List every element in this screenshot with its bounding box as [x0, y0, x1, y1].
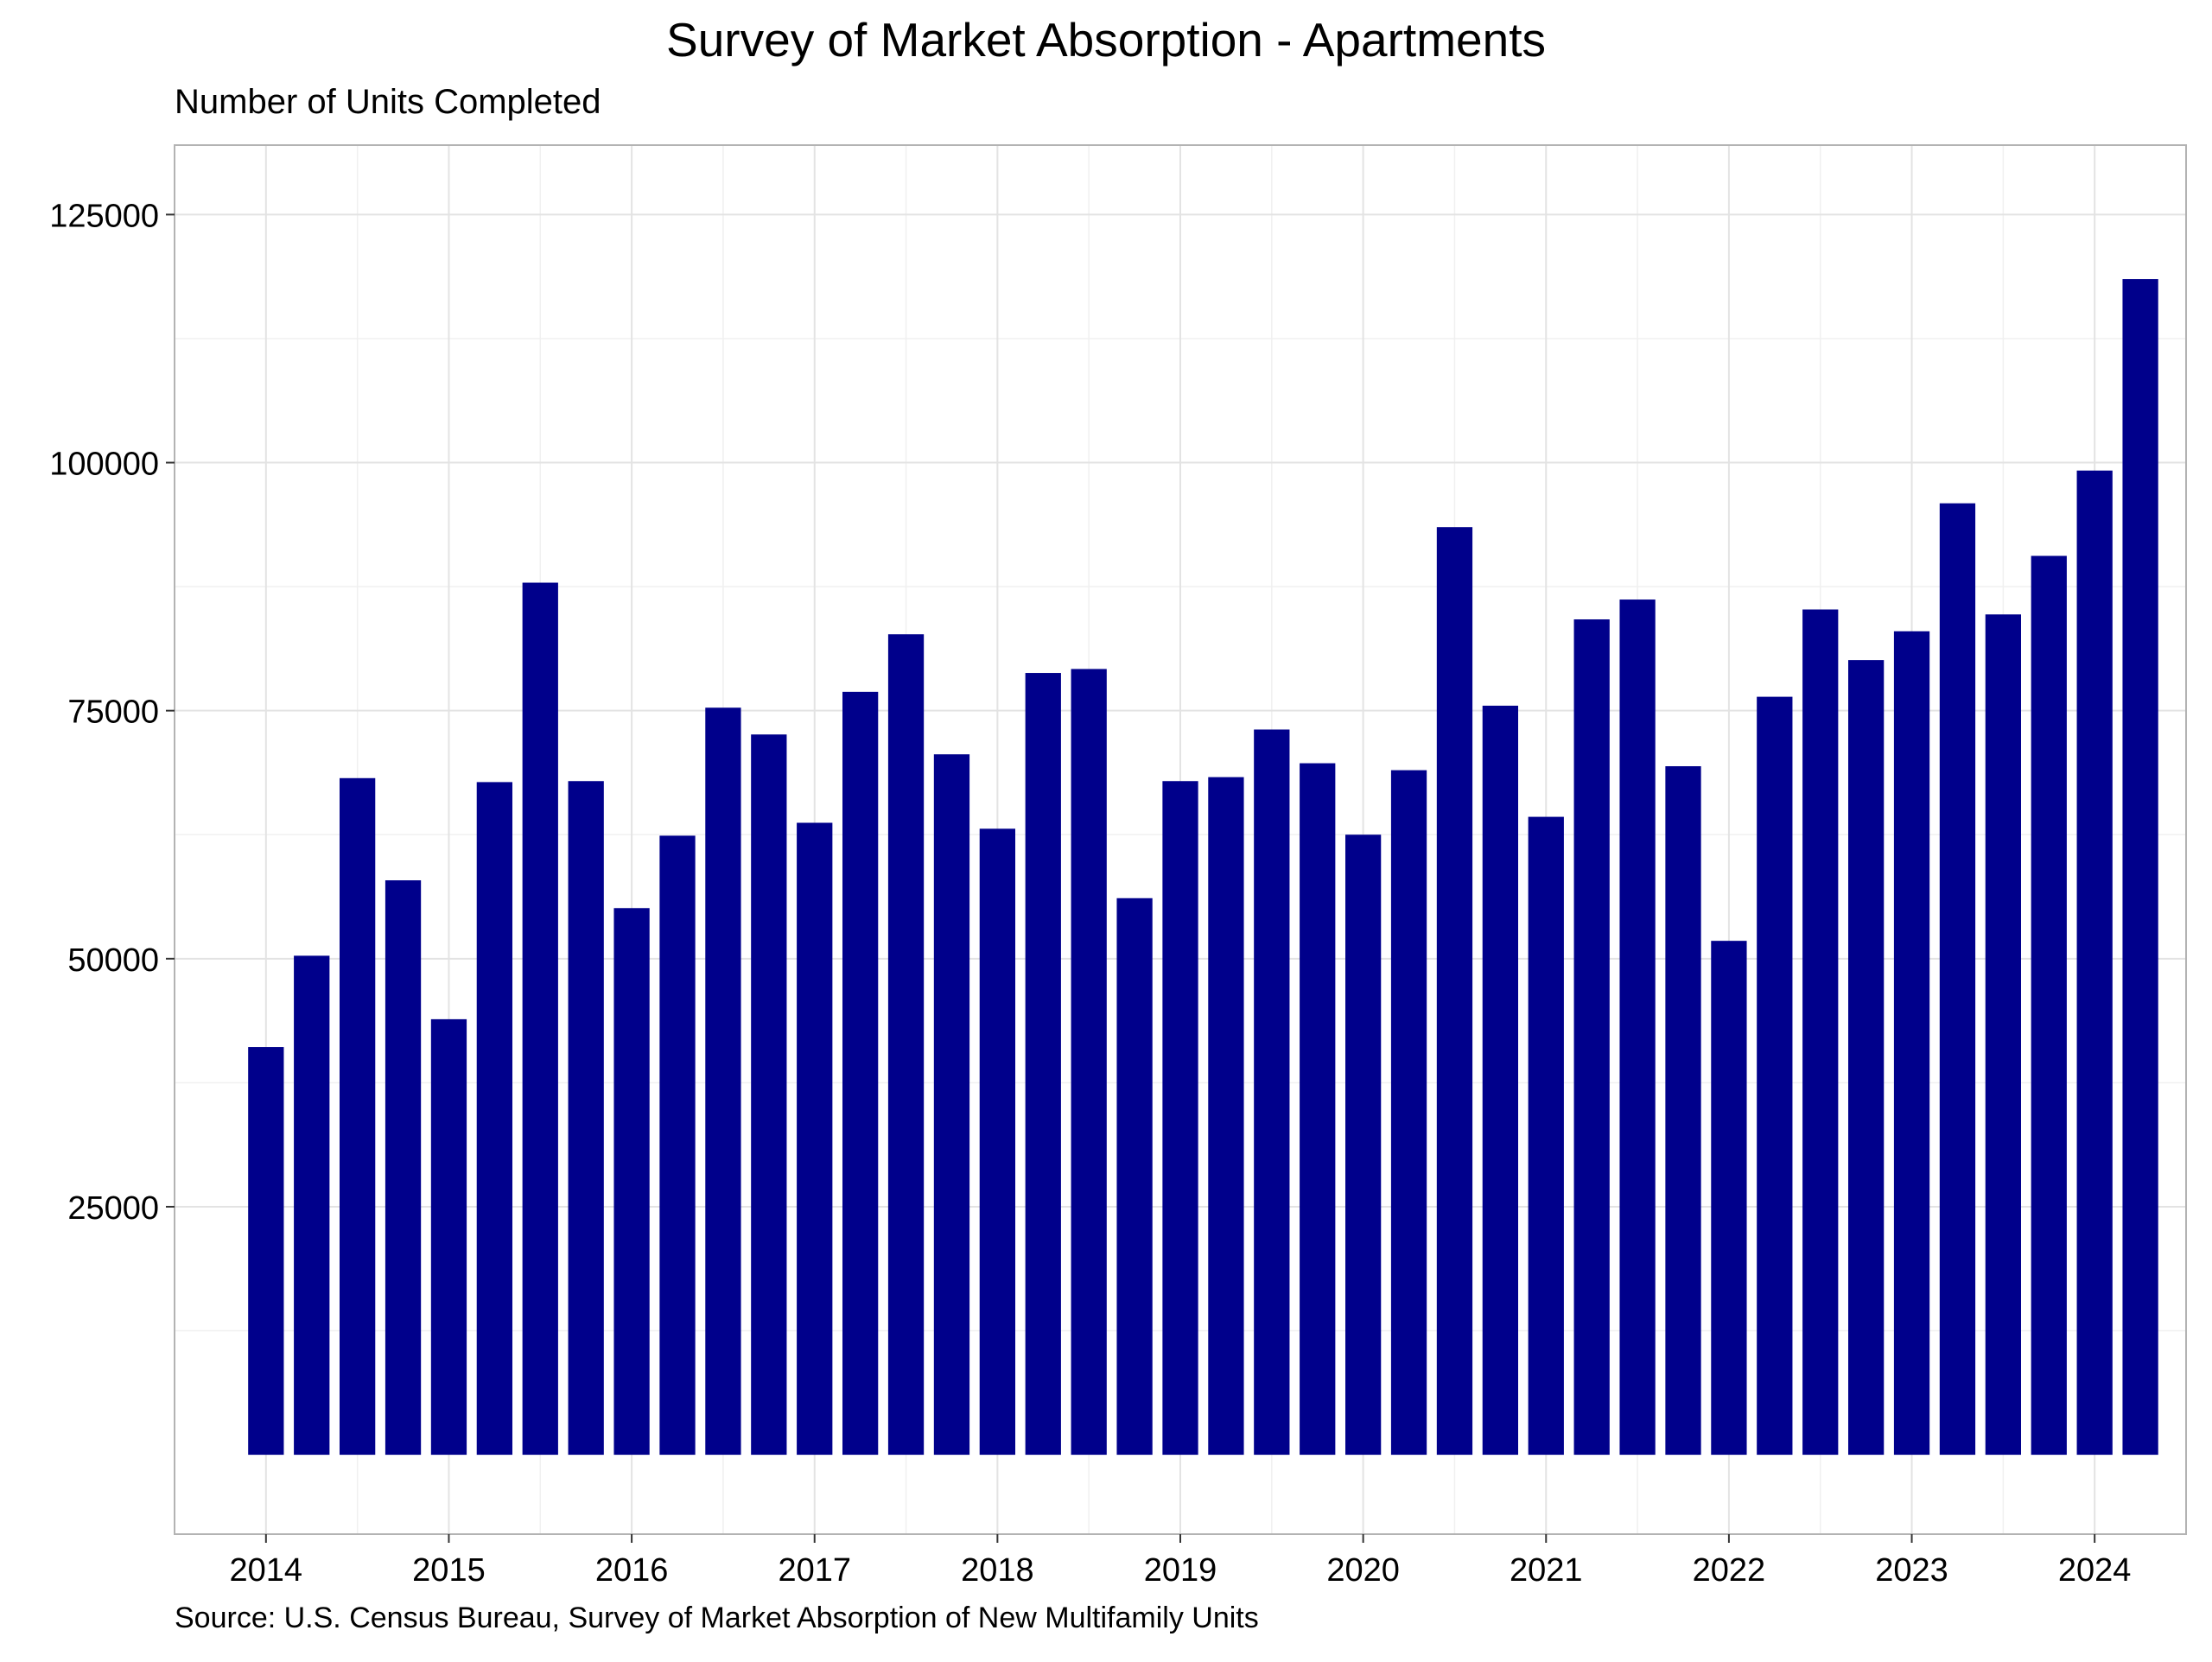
bar [1254, 729, 1290, 1456]
bar [1390, 770, 1427, 1456]
bar [887, 634, 925, 1456]
bar [1482, 705, 1518, 1456]
bar [568, 781, 604, 1456]
bar [1985, 614, 2021, 1456]
x-tick-label: 2021 [1510, 1552, 1583, 1589]
y-tick-label: 100000 [49, 447, 159, 483]
bar [248, 1047, 284, 1456]
bar [842, 691, 879, 1456]
y-tick-label: 50000 [67, 942, 159, 979]
bar [385, 880, 422, 1456]
y-tick-label: 125000 [49, 198, 159, 234]
x-tick-label: 2023 [1875, 1552, 1948, 1589]
x-tick-label: 2024 [2058, 1552, 2132, 1589]
bar [1528, 816, 1564, 1456]
bar [751, 734, 787, 1456]
x-tick-label: 2015 [412, 1552, 486, 1589]
bar [705, 707, 741, 1456]
bar [1345, 834, 1382, 1456]
bar [340, 777, 376, 1456]
bar [1802, 609, 1839, 1456]
bar [1162, 781, 1198, 1456]
bar [294, 955, 330, 1456]
x-tick-label: 2016 [595, 1552, 669, 1589]
bar [2122, 279, 2158, 1456]
x-tick-label: 2017 [778, 1552, 851, 1589]
bar [1711, 941, 1747, 1456]
bar [1619, 599, 1656, 1456]
x-tick-label: 2019 [1144, 1552, 1217, 1589]
x-tick-label: 2022 [1693, 1552, 1766, 1589]
bar [1757, 696, 1793, 1456]
bar [1665, 766, 1701, 1456]
axes: 25000 50000 75000 100000 125000 2014 2015 2016 2… [49, 198, 2131, 1589]
bar [2076, 470, 2113, 1456]
x-tick-label: 2018 [961, 1552, 1034, 1589]
chart-subtitle: Number of Units Completed [175, 83, 601, 121]
bar [1300, 763, 1336, 1456]
bar [797, 822, 833, 1456]
bar [476, 782, 512, 1456]
bar [659, 835, 696, 1456]
bar [933, 754, 970, 1456]
chart-caption: Source: U.S. Census Bureau, Survey of Ma… [175, 1602, 1259, 1634]
y-tick-label: 25000 [67, 1190, 159, 1227]
bar [1436, 527, 1473, 1456]
bar [1025, 673, 1061, 1456]
bar [1071, 669, 1107, 1456]
bar [1208, 777, 1244, 1456]
bar [1116, 898, 1153, 1456]
chart-title: Survey of Market Absorption - Apartments [666, 13, 1546, 67]
bar [1573, 619, 1610, 1456]
bar [1893, 631, 1930, 1456]
bar [522, 582, 558, 1456]
bar [1939, 503, 1976, 1456]
bar [613, 908, 650, 1456]
bar [2031, 555, 2067, 1456]
bar [430, 1018, 467, 1456]
x-tick-label: 2014 [230, 1552, 303, 1589]
bar [1848, 660, 1885, 1456]
x-tick-label: 2020 [1326, 1552, 1400, 1589]
bars [248, 279, 2158, 1456]
bar [979, 828, 1015, 1456]
y-tick-label: 75000 [67, 695, 159, 731]
